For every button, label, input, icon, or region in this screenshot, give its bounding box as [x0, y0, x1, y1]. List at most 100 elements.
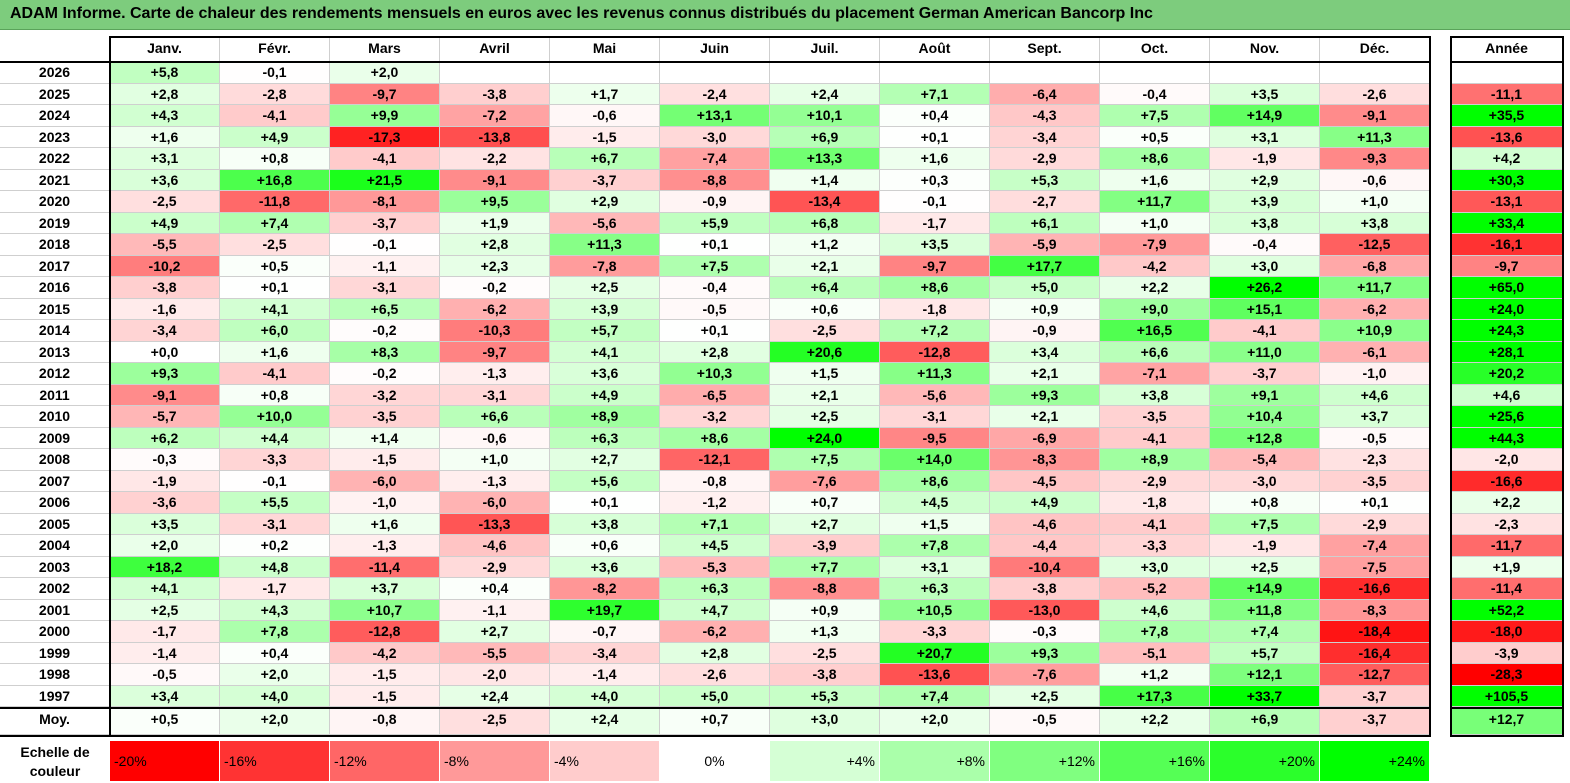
heatmap-cell: -0,9: [660, 191, 770, 213]
heatmap-cell: -1,5: [330, 449, 440, 471]
heatmap-cell: +6,3: [550, 428, 660, 449]
heatmap-cell: -1,7: [220, 578, 330, 600]
heatmap-cell: -6,1: [1320, 342, 1430, 363]
heatmap-cell: -6,5: [660, 385, 770, 406]
heatmap-cell: -18,4: [1320, 621, 1430, 643]
heatmap-cell: +4,8: [220, 557, 330, 578]
heatmap-cell: +5,3: [770, 686, 880, 707]
heatmap-cell: +3,0: [1210, 256, 1320, 277]
heatmap-cell: +3,9: [550, 299, 660, 320]
heatmap-cell: +16,8: [220, 170, 330, 191]
average-separator: [1451, 707, 1563, 709]
heatmap-cell: +4,4: [220, 428, 330, 449]
heatmap-cell: +4,5: [660, 535, 770, 557]
heatmap-cell: +4,1: [550, 342, 660, 363]
heatmap-cell: +3,0: [1100, 557, 1210, 578]
heatmap-cell: -12,7: [1320, 664, 1430, 686]
heatmap-cell: -4,1: [220, 363, 330, 385]
heatmap-cell: -0,8: [660, 471, 770, 492]
month-header: Oct.: [1100, 38, 1210, 62]
heatmap-cell: -8,8: [660, 170, 770, 191]
heatmap-cell: +7,8: [880, 535, 990, 557]
heatmap-cell: -0,7: [550, 621, 660, 643]
heatmap-cell: -0,4: [660, 277, 770, 299]
average-annual-cell: +12,7: [1451, 709, 1563, 735]
heatmap-cell: -6,0: [330, 471, 440, 492]
heatmap-cell: +2,8: [660, 643, 770, 664]
annual-return-cell: -3,9: [1451, 643, 1563, 664]
heatmap-cell: +5,7: [550, 320, 660, 342]
heatmap-cell: -12,1: [660, 449, 770, 471]
heatmap-cell: +7,5: [770, 449, 880, 471]
heatmap-cell: +1,4: [770, 170, 880, 191]
heatmap-cell: +17,3: [1100, 686, 1210, 707]
heatmap-cell: -0,4: [1100, 84, 1210, 105]
heatmap-cell: +6,8: [770, 213, 880, 234]
heatmap-cell: +0,1: [660, 320, 770, 342]
heatmap-cell: -6,2: [1320, 299, 1430, 320]
heatmap-cell: +3,1: [880, 557, 990, 578]
heatmap-cell: +10,7: [330, 600, 440, 621]
annual-return-cell: +35,5: [1451, 105, 1563, 127]
heatmap-cell: +10,9: [1320, 320, 1430, 342]
heatmap-cell: -3,1: [220, 514, 330, 535]
heatmap-cell: -2,9: [1320, 514, 1430, 535]
heatmap-cell: +6,6: [440, 406, 550, 428]
heatmap-cell: -3,8: [440, 84, 550, 105]
heatmap-cell: +5,5: [220, 492, 330, 514]
heatmap-cell: +6,9: [770, 127, 880, 148]
heatmap-cell: +2,2: [1100, 277, 1210, 299]
annual-return-cell: +44,3: [1451, 428, 1563, 449]
year-label: 2016: [0, 277, 110, 299]
annual-return-cell: +30,3: [1451, 170, 1563, 191]
heatmap-cell: +20,7: [880, 643, 990, 664]
heatmap-cell: -4,1: [1100, 514, 1210, 535]
heatmap-cell: -1,8: [880, 299, 990, 320]
heatmap-cell: +10,0: [220, 406, 330, 428]
heatmap-cell: -10,2: [110, 256, 220, 277]
heatmap-cell: +0,1: [660, 234, 770, 256]
heatmap-cell: +10,1: [770, 105, 880, 127]
month-header: Janv.: [110, 38, 220, 62]
heatmap-cell: +0,2: [220, 535, 330, 557]
heatmap-cell: +15,1: [1210, 299, 1320, 320]
heatmap-cell: -8,3: [1320, 600, 1430, 621]
heatmap-cell: -9,7: [330, 84, 440, 105]
heatmap-cell: +7,1: [880, 84, 990, 105]
heatmap-cell: -3,1: [880, 406, 990, 428]
heatmap-cell: -3,7: [550, 170, 660, 191]
heatmap-cell: +7,5: [1100, 105, 1210, 127]
heatmap-cell: -9,1: [1320, 105, 1430, 127]
heatmap-cell: -3,8: [770, 664, 880, 686]
color-scale-swatch: +20%: [1210, 741, 1320, 781]
heatmap-cell: +14,9: [1210, 105, 1320, 127]
color-scale-swatch: -16%: [220, 741, 330, 781]
heatmap-cell: +4,1: [220, 299, 330, 320]
heatmap-cell: -4,6: [990, 514, 1100, 535]
heatmap-cell: +1,6: [110, 127, 220, 148]
heatmap-cell: -2,2: [440, 148, 550, 170]
heatmap-cell: +4,9: [550, 385, 660, 406]
heatmap-cell: +6,4: [770, 277, 880, 299]
heatmap-cell: +5,8: [110, 62, 220, 84]
heatmap-cell: +3,5: [110, 514, 220, 535]
heatmap-cell: +2,0: [110, 535, 220, 557]
month-header: Juil.: [770, 38, 880, 62]
heatmap-cell: +6,2: [110, 428, 220, 449]
heatmap-cell: -3,7: [1210, 363, 1320, 385]
heatmap-cell: +3,8: [1100, 385, 1210, 406]
heatmap-cell: -3,8: [110, 277, 220, 299]
heatmap-cell: +8,6: [880, 277, 990, 299]
average-cell: -3,7: [1320, 709, 1430, 735]
heatmap-cell: +8,9: [550, 406, 660, 428]
heatmap-cell: +4,9: [110, 213, 220, 234]
heatmap-cell: +2,5: [990, 686, 1100, 707]
heatmap-cell: -3,0: [1210, 471, 1320, 492]
color-scale-swatch: -20%: [110, 741, 220, 781]
annual-return-cell: +33,4: [1451, 213, 1563, 234]
year-label: 2025: [0, 84, 110, 105]
heatmap-cell: +3,7: [330, 578, 440, 600]
year-label: 2010: [0, 406, 110, 428]
heatmap-cell: +1,3: [770, 621, 880, 643]
average-cell: +3,0: [770, 709, 880, 735]
